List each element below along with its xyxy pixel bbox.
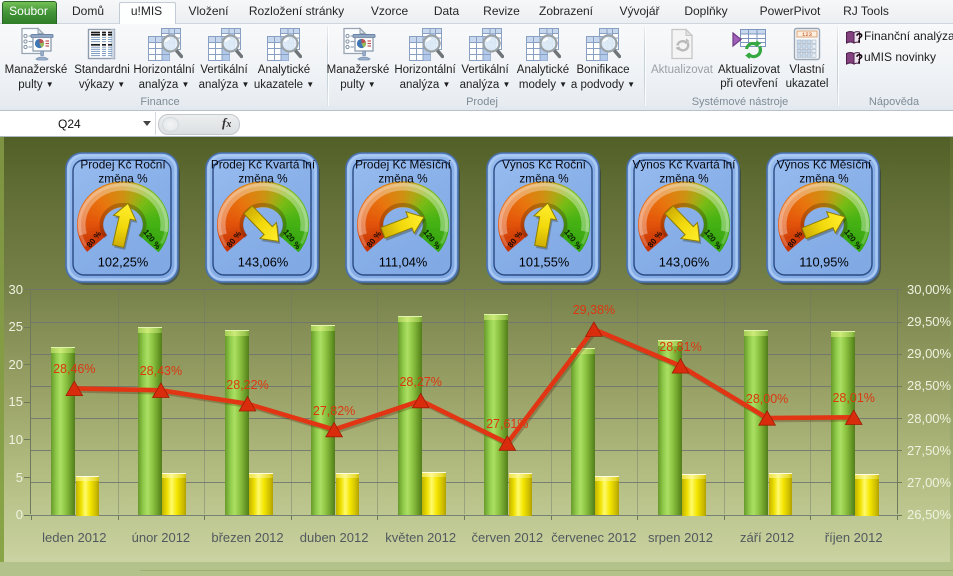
svg-text:?: ?	[856, 31, 864, 45]
svg-text:změna %: změna %	[799, 172, 849, 186]
svg-text:Prodej Kč Měsíční: Prodej Kč Měsíční	[355, 158, 451, 172]
svg-text:změna %: změna %	[378, 172, 428, 186]
svg-text:změna %: změna %	[238, 172, 288, 186]
svg-text:Výnos Kč Roční: Výnos Kč Roční	[502, 158, 587, 172]
svg-text:změna %: změna %	[519, 172, 569, 186]
svg-text:Výnos Kč Kvartá lní: Výnos Kč Kvartá lní	[633, 158, 737, 172]
svg-text:Prodej Kč Roční: Prodej Kč Roční	[80, 158, 166, 172]
svg-text:?: ?	[856, 52, 864, 66]
svg-text:143,06%: 143,06%	[238, 255, 289, 270]
svg-text:102,25%: 102,25%	[98, 255, 149, 270]
svg-text:123: 123	[802, 31, 812, 38]
svg-text:111,04%: 111,04%	[379, 255, 428, 270]
svg-text:Prodej Kč Kvartá lní: Prodej Kč Kvartá lní	[211, 158, 316, 172]
svg-text:143,06%: 143,06%	[659, 255, 710, 270]
svg-text:změna %: změna %	[659, 172, 709, 186]
svg-text:Výnos Kč Měsíční: Výnos Kč Měsíční	[777, 158, 872, 172]
svg-text:110,95%: 110,95%	[799, 255, 849, 270]
svg-text:101,55%: 101,55%	[519, 255, 570, 270]
svg-text:změna %: změna %	[98, 172, 148, 186]
